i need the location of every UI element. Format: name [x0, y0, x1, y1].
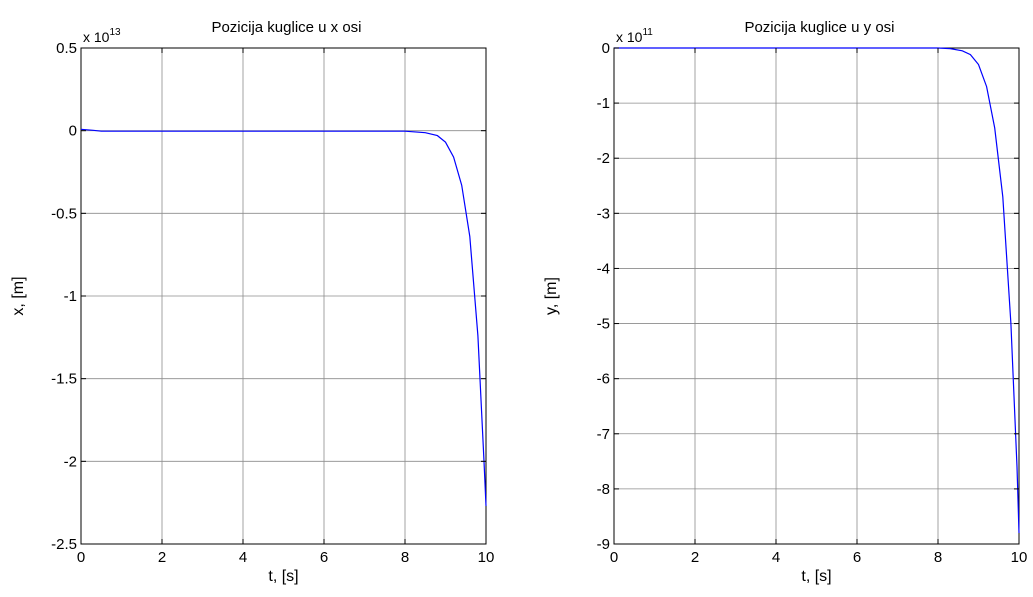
- y-tick-label: -8: [597, 481, 610, 498]
- y-tick-label: -1: [64, 288, 77, 305]
- multiplier-base: x 10: [616, 29, 643, 45]
- x-tick-label: 10: [478, 549, 495, 566]
- multiplier-exponent: 11: [642, 27, 653, 38]
- x-tick-label: 0: [610, 549, 618, 566]
- x-tick-label: 2: [691, 549, 699, 566]
- y-tick-label: -5: [597, 316, 610, 333]
- y-tick-label: -3: [597, 205, 610, 222]
- y-axis-label: y, [m]: [543, 277, 560, 315]
- x-tick-label: 2: [158, 549, 166, 566]
- y-tick-label: -9: [597, 536, 610, 553]
- y-axis-label: x, [m]: [10, 276, 27, 315]
- x-tick-label: 4: [239, 549, 247, 566]
- x-tick-label: 6: [320, 549, 328, 566]
- x-axis-label: t, [s]: [801, 568, 831, 585]
- y-tick-label: 0.5: [56, 40, 77, 57]
- chart-title: Pozicija kuglice u y osi: [744, 19, 894, 36]
- x-tick-label: 8: [934, 549, 942, 566]
- y-tick-label: -4: [597, 260, 610, 277]
- multiplier-base: x 10: [83, 29, 110, 45]
- ticks: 0 2 4 6 8 10 0 -1 -2 -3 -4 -5 -6 -7 -8 -9: [597, 40, 1028, 566]
- ticks: 0 2 4 6 8 10 0.5 0 -0.5 -1 -1.5 -2 -2.5: [51, 40, 494, 566]
- y-tick-label: -2: [64, 453, 77, 470]
- x-tick-label: 0: [77, 549, 85, 566]
- y-tick-label: -7: [597, 426, 610, 443]
- chart-y-position: 0 2 4 6 8 10 0 -1 -2 -3 -4 -5 -6 -7 -8 -9 Pozicija kugl…: [543, 19, 1027, 585]
- y-tick-label: -0.5: [51, 205, 77, 222]
- y-tick-label: 0: [69, 123, 77, 140]
- series-line: [614, 47, 1020, 534]
- y-tick-label: -2.5: [51, 536, 77, 553]
- y-tick-label: -2: [597, 150, 610, 167]
- x-tick-label: 6: [853, 549, 861, 566]
- x-axis-label: t, [s]: [268, 568, 298, 585]
- chart-x-position: 0 2 4 6 8 10 0.5 0 -0.5 -1 -1.5 -2 -2.5 Pozicija kug…: [10, 19, 494, 585]
- x-tick-label: 4: [772, 549, 780, 566]
- y-tick-label: -1: [597, 95, 610, 112]
- multiplier-exponent: 13: [109, 27, 121, 38]
- axis-multiplier: x 1013: [83, 27, 121, 45]
- chart-title: Pozicija kuglice u x osi: [211, 19, 361, 36]
- y-tick-label: -1.5: [51, 371, 77, 388]
- series-line: [80, 128, 487, 507]
- x-tick-label: 10: [1011, 549, 1028, 566]
- y-tick-label: -6: [597, 371, 610, 388]
- axis-multiplier: x 1011: [616, 27, 653, 45]
- y-tick-label: 0: [602, 40, 610, 57]
- x-tick-label: 8: [401, 549, 409, 566]
